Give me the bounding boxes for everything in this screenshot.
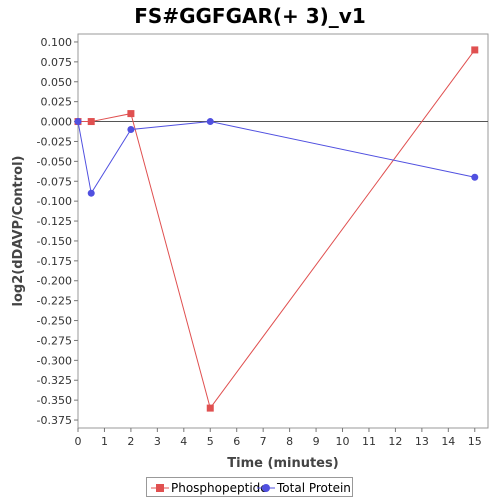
- x-tick-label: 11: [362, 435, 376, 448]
- x-tick-label: 0: [75, 435, 82, 448]
- data-point-total-protein: [471, 173, 479, 181]
- plot-frame: [77, 33, 489, 429]
- x-tick-label: 1: [101, 435, 108, 448]
- legend-label-phosphopeptide: Phosphopeptide: [171, 481, 268, 495]
- data-point-total-protein: [127, 126, 135, 134]
- y-tick-label: -0.200: [37, 275, 72, 288]
- data-point-phosphopeptide: [471, 46, 479, 54]
- y-tick-label: -0.125: [37, 215, 72, 228]
- x-tick-label: 4: [180, 435, 187, 448]
- x-tick-label: 15: [468, 435, 482, 448]
- x-tick-label: 5: [207, 435, 214, 448]
- chart-title: FS#GGFGAR(+ 3)_v1: [134, 4, 366, 28]
- legend-swatch-total-protein: [257, 484, 275, 492]
- data-point-total-protein: [87, 189, 95, 197]
- x-tick-label: 3: [154, 435, 161, 448]
- y-tick-label: -0.225: [37, 295, 72, 308]
- y-tick-label: 0.100: [41, 36, 73, 49]
- y-tick-label: 0.025: [41, 96, 73, 109]
- x-tick-label: 6: [233, 435, 240, 448]
- x-tick-label: 8: [286, 435, 293, 448]
- x-tick-label: 7: [260, 435, 267, 448]
- x-tick-label: 2: [127, 435, 134, 448]
- y-tick-label: -0.075: [37, 175, 72, 188]
- y-tick-label: -0.275: [37, 334, 72, 347]
- data-point-phosphopeptide: [206, 404, 214, 412]
- data-point-total-protein: [206, 118, 214, 126]
- legend-swatch-phosphopeptide: [151, 484, 169, 492]
- legend-label-total-protein: Total Protein: [277, 481, 351, 495]
- y-tick-label: -0.175: [37, 255, 72, 268]
- y-tick-label: 0.075: [41, 56, 73, 69]
- y-tick-label: 0.000: [41, 116, 73, 129]
- x-tick-label: 14: [441, 435, 455, 448]
- y-tick-label: -0.350: [37, 394, 72, 407]
- data-point-total-protein: [74, 118, 82, 126]
- y-tick-label: -0.375: [37, 414, 72, 427]
- y-tick-label: -0.150: [37, 235, 72, 248]
- x-tick-label: 9: [313, 435, 320, 448]
- x-axis-label: Time (minutes): [227, 456, 338, 471]
- y-tick-label: -0.325: [37, 374, 72, 387]
- y-tick-label: -0.300: [37, 354, 72, 367]
- y-tick-label: -0.025: [37, 135, 72, 148]
- x-tick-label: 10: [336, 435, 350, 448]
- x-tick-label: 13: [415, 435, 429, 448]
- legend: Phosphopeptide Total Protein: [146, 477, 353, 497]
- y-tick-label: -0.050: [37, 155, 72, 168]
- y-tick-label: -0.100: [37, 195, 72, 208]
- data-point-phosphopeptide: [87, 118, 95, 126]
- data-point-phosphopeptide: [127, 110, 135, 118]
- y-axis-label: log2(dDAVP/Control): [11, 156, 26, 307]
- y-tick-label: 0.050: [41, 76, 73, 89]
- x-tick-label: 12: [388, 435, 402, 448]
- y-tick-label: -0.250: [37, 315, 72, 328]
